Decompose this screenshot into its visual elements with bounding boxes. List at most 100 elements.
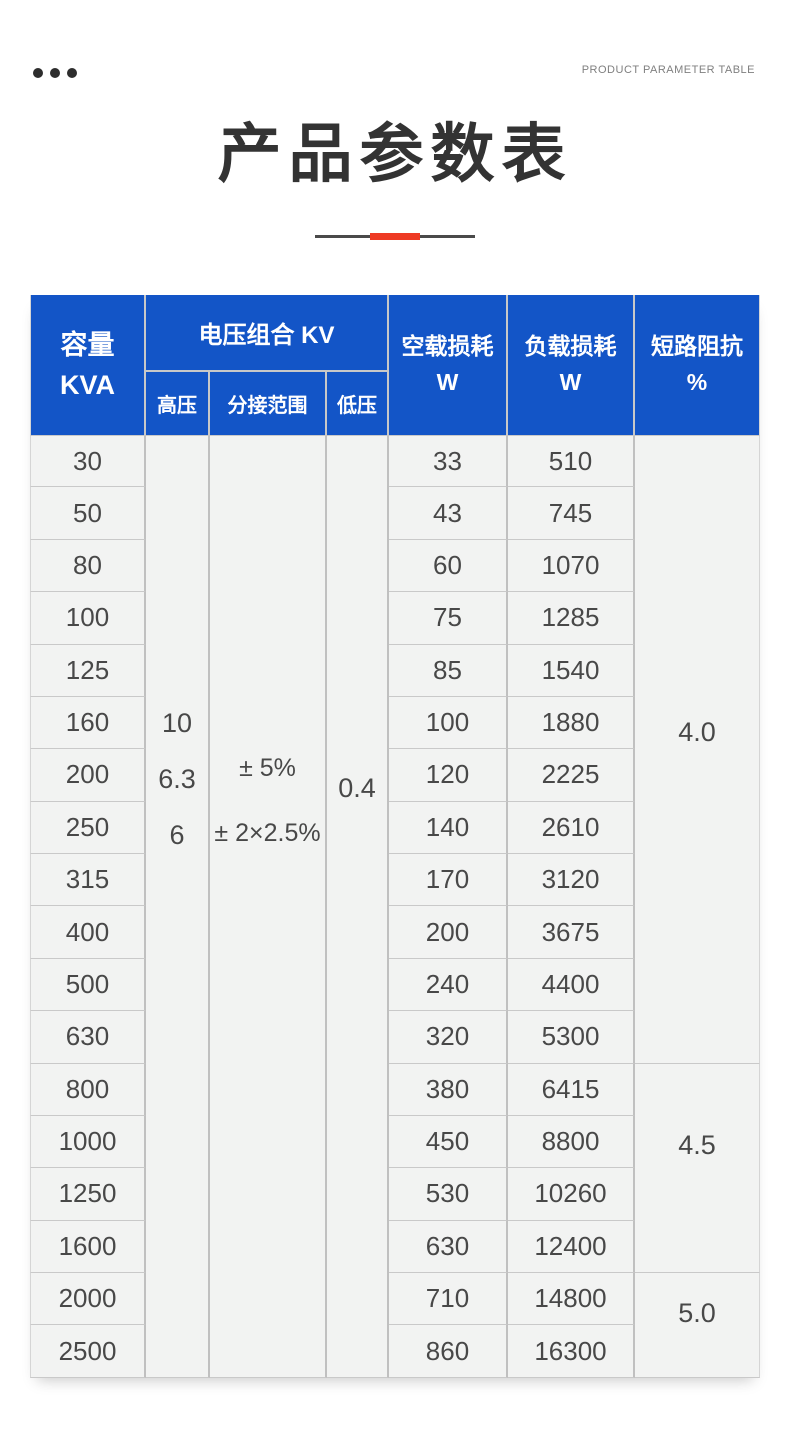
impedance-value: 4.0	[678, 716, 716, 747]
capacity-cell: 315	[30, 854, 146, 907]
no-load-loss-cell: 43	[389, 487, 508, 540]
capacity-cell: 125	[30, 644, 146, 697]
high-voltage-value: 10	[161, 708, 193, 738]
tap-range-merged-cell: ± 5% ± 2×2.5%	[210, 435, 327, 1378]
impedance-value: 5.0	[678, 1298, 716, 1329]
no-load-loss-cell: 60	[389, 539, 508, 593]
capacity-cell: 1000	[30, 1115, 146, 1169]
divider-accent	[370, 233, 420, 240]
no-load-loss-cell: 33	[389, 435, 508, 488]
low-voltage-kv: 0.4	[338, 773, 376, 803]
low-voltage-value: 0.4	[327, 760, 387, 816]
load-loss-cell: 3120	[508, 854, 635, 907]
load-loss-cell: 10260	[508, 1168, 635, 1221]
header-voltage-group-label: 电压组合 KV	[198, 322, 335, 349]
load-loss-cell: 2610	[508, 801, 635, 854]
no-load-loss-cell: 170	[389, 854, 508, 907]
spec-table: 容量 KVA 电压组合 KV 高压 分接范围 低压 空载损耗 W 负载损耗 W …	[30, 295, 760, 1378]
load-loss-cell: 12400	[508, 1220, 635, 1273]
impedance-group-cell: 4.0	[635, 435, 760, 1064]
header-impedance-cn: 短路阻抗	[651, 333, 743, 360]
header-voltage-group: 电压组合 KV	[146, 295, 389, 372]
load-loss-cell: 5300	[508, 1011, 635, 1064]
load-loss-cell: 4400	[508, 958, 635, 1012]
impedance-value: 4.5	[678, 1130, 716, 1161]
capacity-cell: 500	[30, 958, 146, 1012]
load-loss-cell: 1285	[508, 592, 635, 645]
no-load-loss-cell: 100	[389, 696, 508, 750]
dot-icon	[67, 68, 77, 78]
window-dots	[33, 68, 77, 78]
high-voltage-value: 6	[169, 820, 185, 850]
capacity-cell: 1250	[30, 1168, 146, 1221]
load-loss-cell: 1070	[508, 539, 635, 593]
tap-range-value: ± 2×2.5%	[214, 819, 321, 847]
no-load-loss-cell: 200	[389, 906, 508, 959]
header-low-voltage: 低压	[327, 372, 389, 435]
header-load-loss-cn: 负载损耗	[524, 333, 617, 360]
load-loss-cell: 1540	[508, 644, 635, 697]
impedance-group-cell: 5.0	[635, 1273, 760, 1378]
no-load-loss-cell: 140	[389, 801, 508, 854]
high-voltage-values: 10 6.3 6	[146, 695, 208, 863]
capacity-cell: 50	[30, 487, 146, 540]
no-load-loss-cell: 120	[389, 749, 508, 802]
capacity-cell: 1600	[30, 1220, 146, 1273]
load-loss-cell: 745	[508, 487, 635, 540]
title-divider	[315, 233, 475, 240]
header-capacity: 容量 KVA	[30, 295, 146, 435]
capacity-cell: 100	[30, 592, 146, 645]
header-tap-range-label: 分接范围	[227, 395, 308, 417]
dot-icon	[33, 68, 43, 78]
header-impedance-unit: %	[686, 369, 708, 395]
load-loss-cell: 8800	[508, 1115, 635, 1169]
header-tap-range: 分接范围	[210, 372, 327, 435]
header-low-voltage-label: 低压	[337, 395, 377, 417]
header-no-load-loss: 空载损耗 W	[389, 295, 508, 435]
no-load-loss-cell: 860	[389, 1325, 508, 1378]
load-loss-cell: 6415	[508, 1063, 635, 1116]
no-load-loss-cell: 530	[389, 1168, 508, 1221]
capacity-cell: 80	[30, 539, 146, 593]
header-impedance: 短路阻抗 %	[635, 295, 760, 435]
no-load-loss-cell: 380	[389, 1063, 508, 1116]
header-load-loss-unit: W	[559, 369, 582, 395]
header-capacity-unit: KVA	[59, 370, 115, 400]
no-load-loss-cell: 630	[389, 1220, 508, 1273]
load-loss-cell: 510	[508, 435, 635, 488]
capacity-cell: 400	[30, 906, 146, 959]
header-capacity-cn: 容量	[60, 329, 115, 360]
capacity-cell: 200	[30, 749, 146, 802]
capacity-cell: 2000	[30, 1273, 146, 1326]
dot-icon	[50, 68, 60, 78]
capacity-cell: 630	[30, 1011, 146, 1064]
low-voltage-merged-cell: 0.4	[327, 435, 389, 1378]
capacity-cell: 30	[30, 435, 146, 488]
page-title: 产品参数表	[217, 118, 573, 190]
high-voltage-merged-cell: 10 6.3 6	[146, 435, 210, 1378]
load-loss-cell: 1880	[508, 696, 635, 750]
load-loss-cell: 16300	[508, 1325, 635, 1378]
capacity-cell: 800	[30, 1063, 146, 1116]
no-load-loss-cell: 710	[389, 1273, 508, 1326]
header-high-voltage: 高压	[146, 372, 210, 435]
load-loss-cell: 3675	[508, 906, 635, 959]
tap-range-value: ± 5%	[239, 754, 296, 782]
no-load-loss-cell: 240	[389, 958, 508, 1012]
load-loss-cell: 2225	[508, 749, 635, 802]
no-load-loss-cell: 320	[389, 1011, 508, 1064]
high-voltage-value: 6.3	[158, 764, 196, 794]
capacity-cell: 2500	[30, 1325, 146, 1378]
no-load-loss-cell: 75	[389, 592, 508, 645]
impedance-group-cell: 4.5	[635, 1063, 760, 1273]
header-high-voltage-label: 高压	[157, 395, 197, 417]
header-no-load-loss-cn: 空载损耗	[401, 333, 494, 360]
capacity-cell: 250	[30, 801, 146, 854]
header-no-load-loss-unit: W	[436, 369, 459, 395]
no-load-loss-cell: 85	[389, 644, 508, 697]
load-loss-cell: 14800	[508, 1273, 635, 1326]
tap-range-values: ± 5% ± 2×2.5%	[210, 736, 325, 866]
capacity-cell: 160	[30, 696, 146, 750]
no-load-loss-cell: 450	[389, 1115, 508, 1169]
subtitle-english: PRODUCT PARAMETER TABLE	[581, 64, 755, 76]
